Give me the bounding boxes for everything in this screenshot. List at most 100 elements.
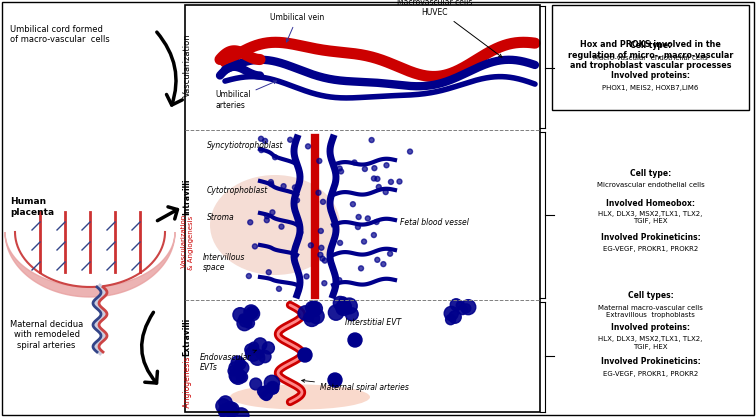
Circle shape [259,350,271,363]
Ellipse shape [230,384,370,409]
Text: Interstitial EVT: Interstitial EVT [345,318,401,327]
Circle shape [224,402,239,417]
Circle shape [316,190,321,195]
Text: Involved Prokineticins:: Involved Prokineticins: [600,233,700,241]
Text: Microvascular endothelial cells: Microvascular endothelial cells [596,182,705,188]
Circle shape [362,166,367,171]
Text: Macro-vascular  endothelial cells: Macro-vascular endothelial cells [593,55,708,60]
Circle shape [265,218,269,223]
Circle shape [305,144,311,149]
Circle shape [328,373,342,387]
Text: Angiogenesis: Angiogenesis [182,356,191,409]
Circle shape [336,300,352,316]
Circle shape [304,311,320,327]
Circle shape [237,372,247,383]
Text: Vascularization: Vascularization [182,33,191,97]
Circle shape [249,342,259,352]
Circle shape [229,362,240,372]
Circle shape [247,307,257,317]
Circle shape [228,366,238,376]
Text: Cell types:: Cell types: [627,291,674,301]
Circle shape [445,306,458,321]
Circle shape [258,387,268,397]
Circle shape [218,396,232,409]
Text: Involved Homeobox:: Involved Homeobox: [606,198,695,208]
Bar [185,300,540,412]
Circle shape [328,305,344,320]
Circle shape [319,245,324,250]
Circle shape [233,308,247,322]
Text: Cell type:: Cell type: [630,168,671,178]
Circle shape [304,274,309,279]
Circle shape [259,148,264,153]
Circle shape [389,179,393,184]
Circle shape [376,184,381,189]
Text: Vascularization
& Angiogenesis: Vascularization & Angiogenesis [181,215,194,270]
Text: Umbilical vein: Umbilical vein [270,13,324,42]
Circle shape [308,301,320,314]
Circle shape [320,256,325,261]
Circle shape [253,338,267,351]
Text: Fetal blood vessel: Fetal blood vessel [400,218,469,227]
Circle shape [336,278,342,283]
Text: Maternal spiral arteries: Maternal spiral arteries [302,379,409,392]
Bar [185,130,540,300]
Circle shape [321,199,326,204]
Text: HLX, DLX3, MSX2,TLX1, TLX2,
TGIF, HEX: HLX, DLX3, MSX2,TLX1, TLX2, TGIF, HEX [598,337,702,349]
Circle shape [269,384,278,394]
Circle shape [234,359,246,369]
Circle shape [358,266,364,271]
Circle shape [338,240,342,245]
Circle shape [457,301,465,309]
FancyArrowPatch shape [157,207,178,221]
Circle shape [246,274,251,279]
Circle shape [262,138,268,143]
Circle shape [273,155,277,160]
Circle shape [250,378,262,390]
Text: Umbilical cord formed
of macro-vascular  cells: Umbilical cord formed of macro-vascular … [10,25,110,44]
Circle shape [281,183,286,188]
Circle shape [245,344,256,356]
Circle shape [262,391,271,400]
Text: Intravilli: Intravilli [182,178,191,215]
Circle shape [253,244,257,249]
Circle shape [246,306,259,321]
FancyArrowPatch shape [141,312,157,383]
Circle shape [250,351,265,365]
Circle shape [231,356,244,369]
Circle shape [298,348,312,362]
Circle shape [371,176,376,181]
Circle shape [339,169,343,174]
Circle shape [462,304,471,313]
Text: Maternal macro-vascular cells
Extravillous  trophoblasts: Maternal macro-vascular cells Extravillo… [598,304,703,317]
Text: Intervillous
space: Intervillous space [203,253,246,272]
Circle shape [322,258,327,263]
Circle shape [268,182,274,187]
Circle shape [337,166,342,171]
Circle shape [445,315,456,325]
Circle shape [374,219,379,224]
Circle shape [304,312,314,322]
Circle shape [371,233,376,238]
Circle shape [383,190,388,195]
Circle shape [248,220,253,225]
Circle shape [342,298,358,314]
Circle shape [266,382,279,394]
Circle shape [305,301,318,314]
Circle shape [268,180,274,185]
Polygon shape [5,232,175,297]
FancyBboxPatch shape [552,5,749,110]
Circle shape [223,402,237,415]
Circle shape [460,300,476,315]
Circle shape [239,315,251,327]
Circle shape [397,179,402,184]
Text: Involved proteins:: Involved proteins: [611,324,690,332]
Circle shape [339,297,348,306]
Bar [185,5,540,130]
Circle shape [298,306,312,320]
Circle shape [308,301,322,316]
Circle shape [311,306,320,316]
Circle shape [270,210,275,215]
Circle shape [384,163,389,168]
Circle shape [375,176,380,181]
